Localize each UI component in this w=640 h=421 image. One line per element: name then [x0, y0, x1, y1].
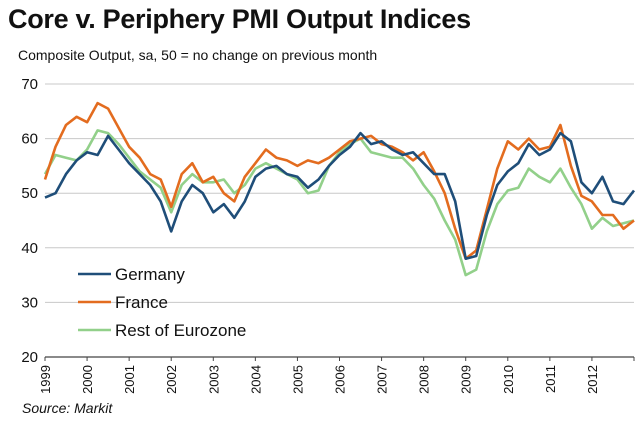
chart-subtitle: Composite Output, sa, 50 = no change on … [18, 47, 378, 63]
chart-title: Core v. Periphery PMI Output Indices [8, 4, 471, 34]
x-tick-label: 2009 [459, 365, 474, 394]
x-tick-label: 1999 [38, 365, 53, 394]
x-tick-label: 2012 [585, 365, 600, 394]
x-tick-label: 2001 [122, 365, 137, 394]
y-tick-label: 50 [21, 185, 38, 202]
x-tick-label: 2003 [206, 365, 221, 394]
series-line-rest-of-eurozone [43, 129, 635, 277]
legend-label: Germany [115, 265, 185, 284]
x-tick-label: 2006 [333, 365, 348, 394]
chart-source: Source: Markit [22, 400, 113, 416]
y-tick-label: 60 [21, 131, 38, 148]
y-tick-label: 30 [21, 294, 38, 311]
series-line-germany [44, 131, 636, 261]
x-tick-label: 2000 [80, 365, 95, 394]
legend-label: Rest of Eurozone [115, 321, 246, 340]
x-tick-label: 2005 [290, 365, 305, 394]
series-line-france [43, 101, 635, 261]
legend-label: France [115, 293, 168, 312]
y-tick-label: 40 [21, 240, 38, 257]
x-tick-label: 2010 [501, 365, 516, 394]
x-tick-label: 2002 [164, 365, 179, 394]
y-tick-label: 70 [21, 76, 38, 93]
x-tick-label: 2007 [375, 365, 390, 394]
x-tick-label: 2008 [417, 365, 432, 394]
x-tick-label: 2011 [543, 365, 558, 393]
x-tick-label: 2004 [248, 365, 263, 394]
y-tick-label: 20 [21, 349, 38, 366]
